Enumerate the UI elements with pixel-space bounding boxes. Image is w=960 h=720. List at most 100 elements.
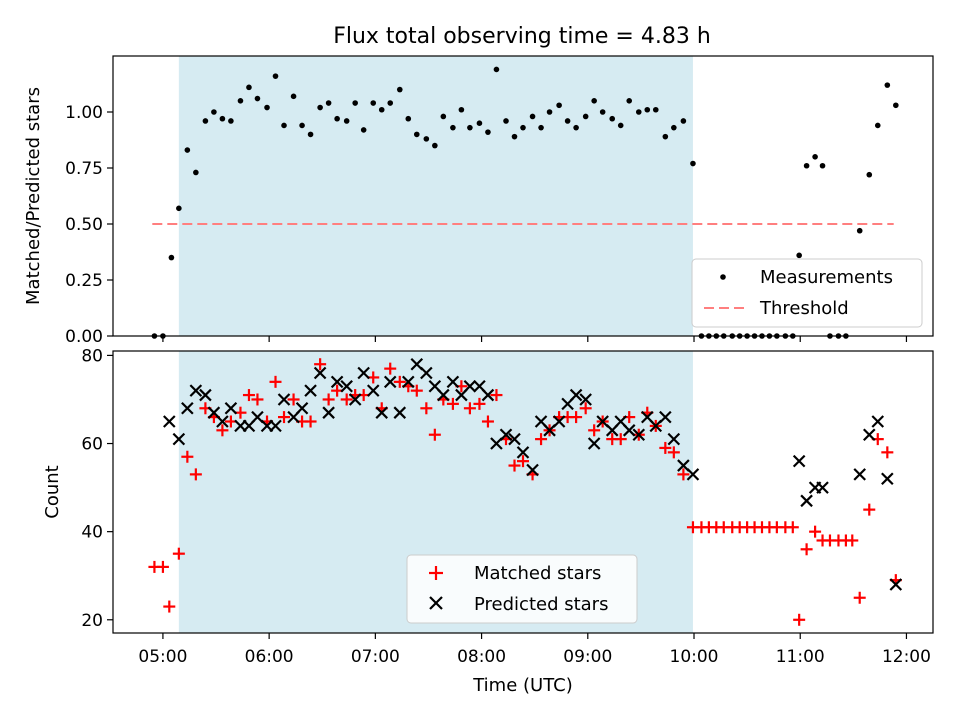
matched-star-point bbox=[481, 415, 494, 428]
predicted-star-d2 bbox=[340, 379, 353, 393]
predicted-star-d2 bbox=[383, 375, 397, 389]
measurement-point bbox=[246, 84, 252, 91]
predicted-star-point bbox=[410, 357, 424, 371]
predicted-star-d2 bbox=[649, 419, 663, 433]
measurement-point bbox=[796, 252, 802, 259]
legend-measurements-marker bbox=[720, 274, 726, 280]
predicted-star-point bbox=[677, 459, 690, 472]
predicted-star-point bbox=[800, 494, 813, 508]
bottom-legend-box bbox=[406, 554, 638, 624]
y-tick-label: 40 bbox=[81, 523, 103, 543]
matched-star-point bbox=[189, 468, 202, 481]
measurement-point bbox=[352, 100, 358, 106]
predicted-star-d2 bbox=[481, 388, 495, 402]
predicted-star-point bbox=[446, 375, 460, 389]
top-y-axis-label: Matched/Predicted stars bbox=[23, 87, 44, 305]
measurement-point bbox=[819, 162, 826, 169]
y-tick-label: 0.25 bbox=[65, 271, 103, 291]
bottom-x-axis-ticks: 05:00 06:00 07:00 08:00 09:00 10:00 11:00 12:00 bbox=[138, 633, 931, 667]
matched-star-point bbox=[172, 547, 185, 560]
predicted-star-d2 bbox=[508, 432, 521, 446]
predicted-star-d2 bbox=[552, 415, 566, 428]
predicted-star-point bbox=[499, 428, 513, 441]
measurement-point bbox=[671, 124, 677, 131]
top-panel: 0.00 0.25 0.50 0.75 1.00 Matched/Predicted s… bbox=[23, 55, 934, 347]
matched-star-point bbox=[216, 424, 229, 437]
measurement-point bbox=[343, 118, 350, 124]
predicted-star-point bbox=[871, 415, 885, 428]
measurement-point bbox=[299, 122, 305, 129]
predicted-star-point bbox=[340, 379, 353, 393]
top-panel-frame bbox=[112, 55, 934, 337]
matched-star-point bbox=[614, 433, 627, 446]
matched-star-point bbox=[393, 375, 406, 388]
measurement-point bbox=[264, 104, 270, 111]
predicted-star-point bbox=[393, 406, 407, 419]
measurement-point bbox=[440, 113, 447, 120]
measurement-point bbox=[458, 106, 465, 113]
predicted-star-d2 bbox=[853, 468, 866, 481]
predicted-star-point bbox=[889, 578, 903, 591]
predicted-star-point bbox=[543, 424, 556, 437]
predicted-star-point bbox=[649, 419, 663, 433]
measurement-point bbox=[503, 118, 509, 124]
bottom-panel: 20 40 60 80 05:00 06:00 07:00 08:00 09:00 10:00 1… bbox=[42, 346, 934, 696]
predicted-star-d2 bbox=[163, 415, 176, 428]
predicted-star-d2 bbox=[792, 454, 806, 468]
predicted-star-point bbox=[881, 472, 894, 486]
bottom-panel-frame bbox=[112, 350, 934, 634]
y-tick-label: 1.00 bbox=[65, 103, 103, 123]
predicted-star-d2 bbox=[569, 388, 583, 402]
legend-predicted-label: Predicted stars bbox=[474, 594, 608, 615]
predicted-star-d2 bbox=[437, 388, 450, 402]
predicted-star-d2 bbox=[393, 406, 407, 419]
predicted-star-point bbox=[181, 402, 194, 415]
measurement-point bbox=[378, 106, 385, 113]
predicted-star-point bbox=[659, 410, 672, 424]
measurement-point bbox=[228, 118, 234, 124]
predicted-star-point bbox=[295, 402, 309, 415]
measurement-point bbox=[396, 86, 403, 93]
predicted-star-d2 bbox=[189, 384, 203, 397]
predicted-star-d2 bbox=[614, 415, 627, 428]
predicted-star-d2 bbox=[871, 415, 885, 428]
matched-star-point bbox=[588, 424, 601, 437]
predicted-star-d2 bbox=[224, 402, 238, 415]
predicted-star-point bbox=[526, 463, 539, 477]
matched-star-point bbox=[322, 393, 335, 406]
predicted-star-point bbox=[463, 379, 477, 393]
predicted-star-d2 bbox=[428, 379, 442, 393]
predicted-star-point bbox=[862, 428, 876, 441]
predicted-star-d2 bbox=[313, 366, 327, 380]
measurement-point bbox=[511, 133, 518, 140]
predicted-star-d2 bbox=[659, 410, 672, 424]
bottom-legend: Matched stars Predicted stars bbox=[406, 554, 638, 624]
legend-threshold-label: Threshold bbox=[759, 298, 849, 319]
matched-star-point bbox=[517, 455, 529, 468]
measurement-point bbox=[307, 131, 314, 138]
predicted-star-d2 bbox=[622, 424, 636, 437]
predicted-star-point bbox=[313, 366, 327, 380]
matched-star-point bbox=[508, 459, 521, 472]
predicted-star-point bbox=[437, 388, 450, 402]
measurement-point bbox=[538, 124, 544, 131]
predicted-star-d2 bbox=[375, 406, 389, 419]
predicted-stars-points bbox=[163, 357, 903, 591]
measurement-point bbox=[281, 122, 287, 129]
predicted-star-d2 bbox=[269, 419, 282, 433]
predicted-star-d2 bbox=[881, 472, 894, 486]
x-tick-label: 12:00 bbox=[882, 647, 931, 667]
matched-star-point bbox=[863, 503, 876, 516]
matched-star-point bbox=[269, 375, 282, 388]
matched-star-point bbox=[251, 393, 264, 406]
predicted-star-point bbox=[686, 468, 700, 481]
matched-stars-points bbox=[148, 358, 902, 626]
matched-star-point bbox=[463, 402, 476, 415]
measurement-point bbox=[582, 113, 589, 120]
predicted-star-point bbox=[632, 428, 646, 441]
measurement-point bbox=[485, 129, 491, 135]
measurement-point bbox=[290, 93, 297, 100]
x-axis-label: Time (UTC) bbox=[472, 675, 573, 696]
predicted-star-d2 bbox=[295, 402, 309, 415]
matched-star-point bbox=[881, 446, 894, 459]
